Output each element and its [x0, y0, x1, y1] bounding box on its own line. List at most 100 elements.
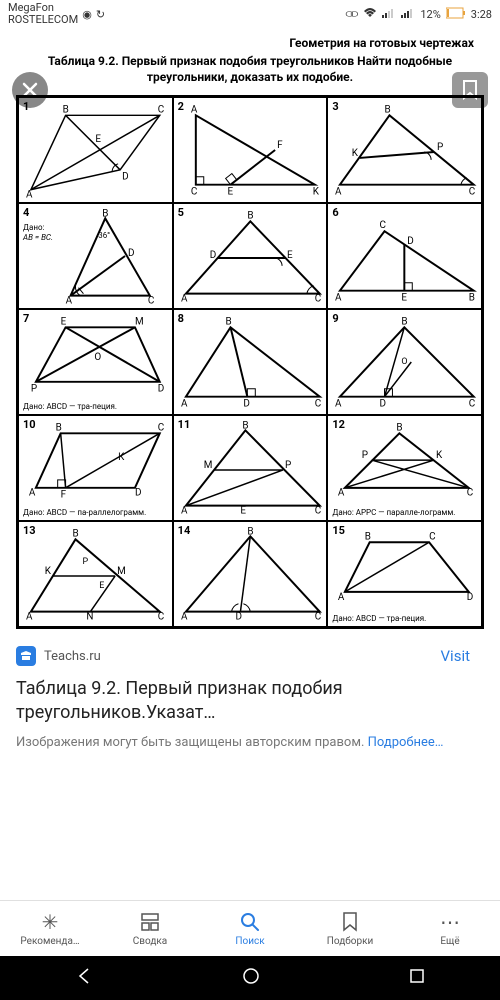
back-button[interactable] [74, 966, 94, 991]
system-navigation [0, 956, 500, 1000]
svg-text:C: C [191, 187, 197, 198]
svg-text:A: A [26, 190, 33, 200]
svg-text:B: B [402, 317, 408, 328]
sync-icon: ↻ [96, 8, 105, 21]
svg-text:D: D [243, 399, 250, 410]
sparkle-icon: ✳ [42, 910, 59, 934]
svg-text:C: C [429, 531, 435, 542]
svg-text:K: K [312, 187, 319, 198]
feed-icon [139, 910, 161, 934]
signal-icon-1 [382, 7, 396, 22]
svg-text:A: A [338, 592, 345, 603]
svg-text:A: A [66, 296, 73, 306]
site-favicon-icon [16, 646, 36, 666]
svg-text:N: N [86, 612, 93, 623]
result-title[interactable]: Таблица 9.2. Первый признак подобия треу… [16, 677, 484, 724]
home-button[interactable] [241, 966, 261, 991]
svg-text:P: P [82, 557, 88, 567]
svg-text:B: B [242, 421, 248, 432]
svg-text:B: B [73, 529, 79, 540]
svg-text:E: E [287, 250, 293, 261]
site-name: Teachs.ru [44, 649, 101, 664]
cell-15: 15 Дано: ABCD — тра-пеция. AB CD [327, 521, 482, 627]
svg-text:A: A [181, 612, 188, 623]
nav-search[interactable]: Поиск [200, 901, 300, 956]
svg-text:E: E [240, 506, 246, 517]
svg-text:P: P [285, 460, 291, 471]
nav-discover[interactable]: Сводка [100, 901, 200, 956]
svg-text:P: P [362, 450, 368, 461]
vibrate-icon: ⫏⫐ [346, 7, 359, 21]
page-header: Геометрия на готовых чертежах [6, 36, 494, 52]
cell-2: 2 AC EK F [173, 97, 328, 203]
svg-text:B: B [469, 293, 475, 304]
nav-recommendations[interactable]: ✳ Рекоменда… [0, 901, 100, 956]
carrier-2: ROSTELECOM [8, 14, 78, 26]
cell-1: 1 AB CD E [18, 97, 173, 203]
svg-text:D: D [467, 592, 474, 603]
result-site[interactable]: Teachs.ru [16, 646, 101, 666]
geometry-grid: 1 AB CD E 2 AC EK [16, 95, 484, 629]
cell-3: 3 AB CK P [327, 97, 482, 203]
svg-text:C: C [158, 105, 164, 116]
battery-icon [446, 7, 466, 22]
bookmark-icon [341, 910, 359, 934]
search-result-card: Teachs.ru Visit Таблица 9.2. Первый приз… [0, 629, 500, 760]
svg-text:P: P [31, 384, 37, 395]
svg-text:D: D [128, 248, 135, 259]
svg-text:D: D [209, 250, 216, 261]
svg-text:K: K [118, 452, 125, 463]
svg-text:O: O [402, 357, 408, 367]
svg-text:E: E [227, 187, 233, 198]
svg-text:B: B [102, 209, 108, 220]
wifi-icon [363, 7, 377, 22]
svg-text:C: C [469, 187, 475, 198]
status-bar: MegaFon ROSTELECOM ◉ ↻ ⫏⫐ 12% 3:28 [0, 0, 500, 28]
svg-text:A: A [181, 506, 188, 517]
more-link[interactable]: Подробнее… [368, 735, 444, 750]
svg-text:B: B [247, 211, 253, 222]
svg-text:A: A [335, 293, 342, 304]
svg-text:C: C [158, 612, 164, 623]
svg-text:C: C [148, 296, 154, 306]
svg-text:E: E [402, 293, 408, 304]
visit-button[interactable]: Visit [427, 641, 485, 671]
svg-text:C: C [314, 294, 320, 305]
svg-text:C: C [314, 506, 320, 517]
svg-text:B: B [63, 105, 69, 116]
svg-text:C: C [467, 488, 473, 499]
svg-text:M: M [135, 317, 144, 328]
svg-text:A: A [181, 294, 188, 305]
recents-button[interactable] [408, 967, 426, 990]
battery-pct: 12% [420, 8, 440, 21]
svg-text:C: C [314, 612, 320, 623]
signal-icon-2 [401, 7, 415, 22]
clock: 3:28 [471, 8, 492, 21]
cell-14: 14 AB CD [173, 521, 328, 627]
nav-collections[interactable]: Подборки [300, 901, 400, 956]
svg-text:A: A [335, 399, 342, 410]
svg-text:36°: 36° [98, 231, 110, 240]
svg-text:A: A [191, 105, 198, 116]
cell-5: 5 AB CD E [173, 203, 328, 309]
svg-text:C: C [469, 399, 475, 410]
nav-more[interactable]: ⋯ Ещё [400, 901, 500, 956]
svg-text:D: D [158, 384, 165, 395]
cell-9: 9 AB CD O [327, 309, 482, 415]
cell-10: 10 Дано: ABCD — па-раллелограмм. AB CD F… [18, 415, 173, 521]
cell-8: 8 AB CD [173, 309, 328, 415]
statusbar-right: ⫏⫐ 12% 3:28 [346, 7, 493, 22]
svg-text:A: A [181, 399, 188, 410]
svg-text:O: O [94, 352, 101, 363]
svg-text:D: D [408, 236, 415, 247]
content-area: Геометрия на готовых чертежах Таблица 9.… [0, 28, 500, 900]
search-icon [239, 910, 261, 934]
svg-text:D: D [380, 399, 387, 410]
svg-text:B: B [365, 531, 371, 542]
cell-6: 6 AB CD E [327, 203, 482, 309]
svg-text:K: K [352, 148, 359, 159]
document-image[interactable]: Геометрия на готовых чертежах Таблица 9.… [0, 28, 500, 629]
svg-text:F: F [61, 490, 67, 501]
svg-text:B: B [397, 423, 403, 434]
svg-text:B: B [225, 317, 231, 328]
